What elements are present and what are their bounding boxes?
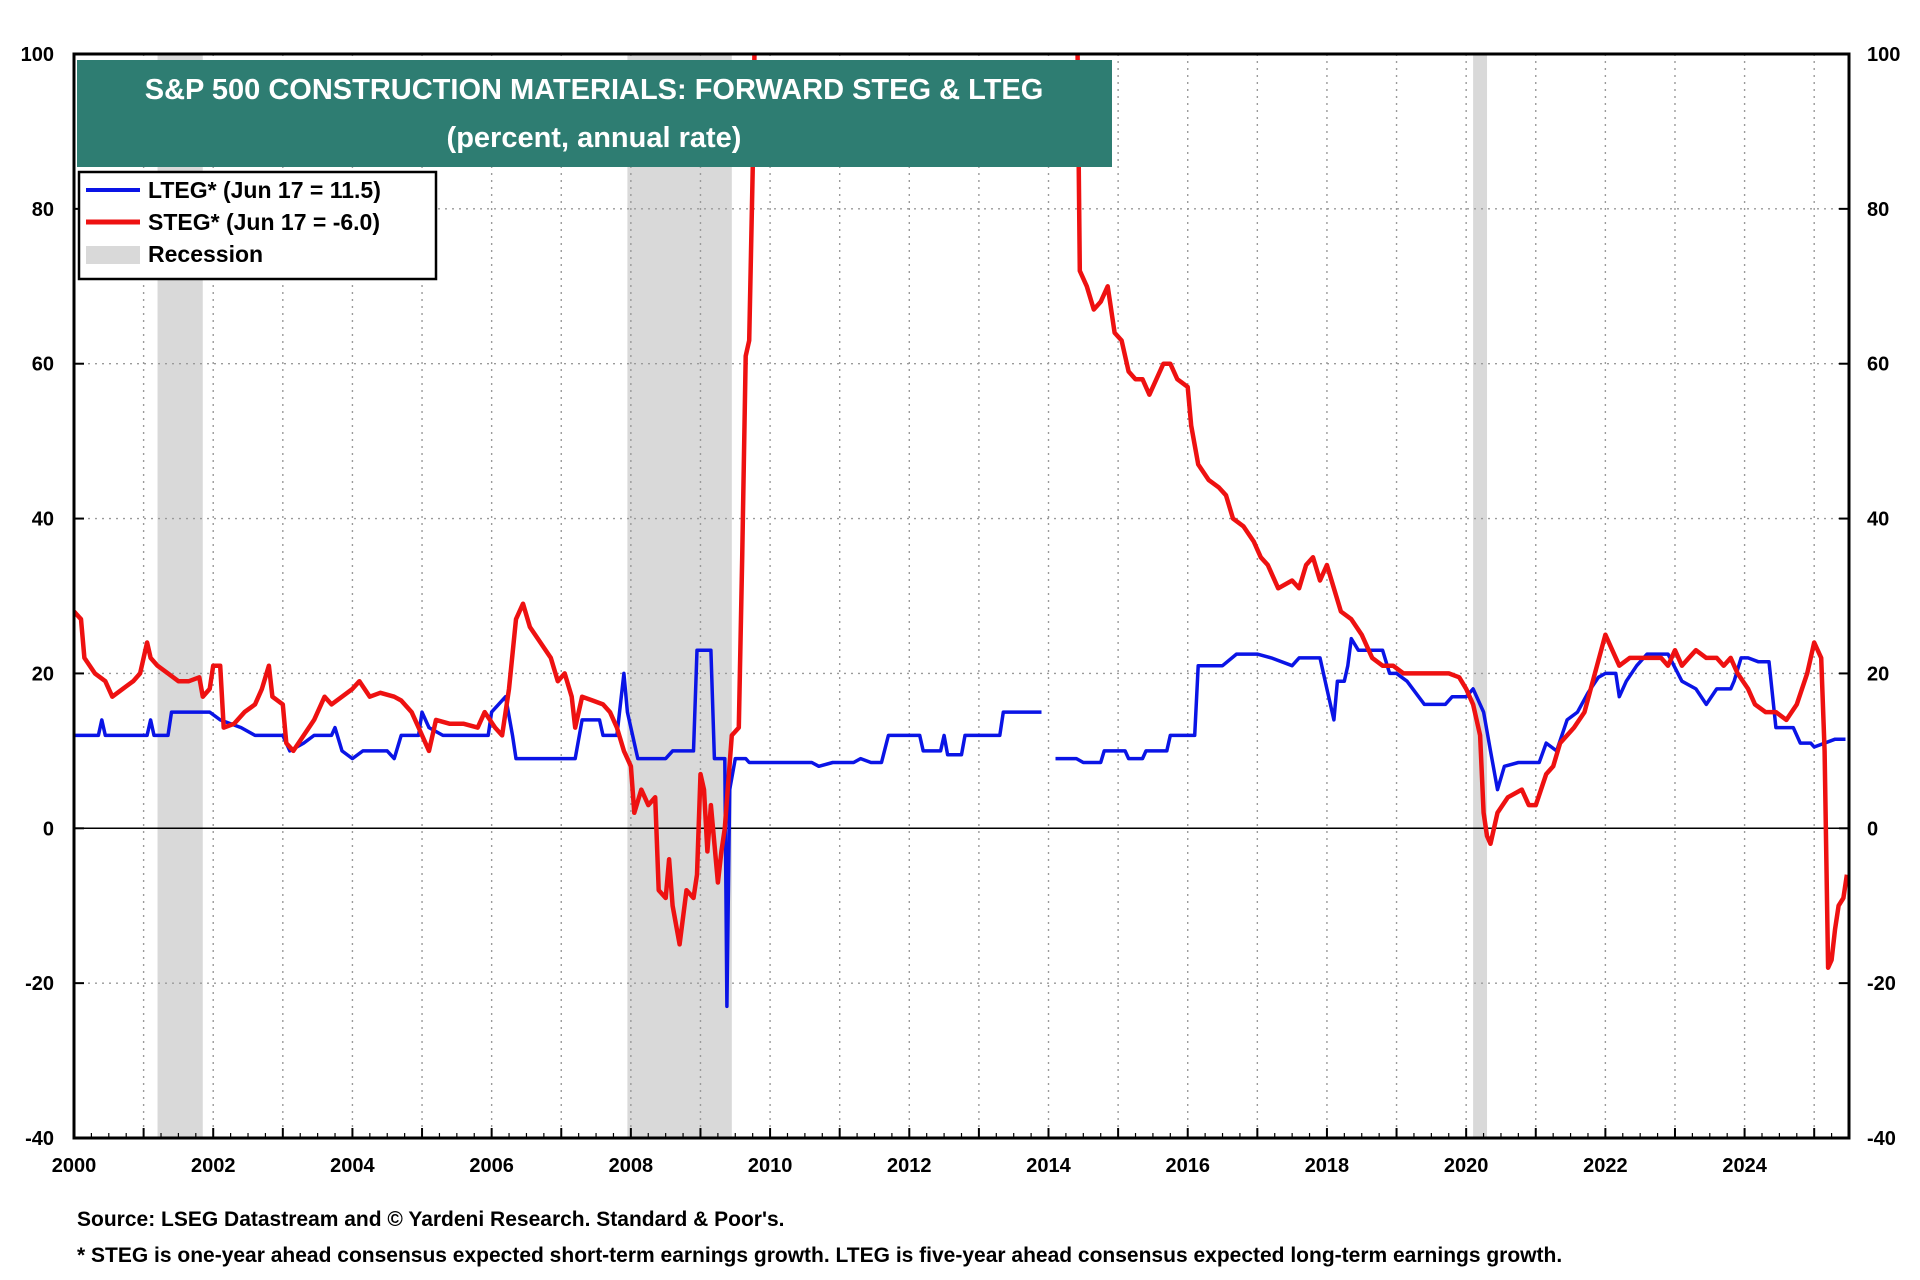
source-note: Source: LSEG Datastream and © Yardeni Re… xyxy=(77,1208,784,1231)
y-tick-label-right: -40 xyxy=(1867,1128,1896,1150)
definition-note: * STEG is one-year ahead consensus expec… xyxy=(77,1244,1562,1267)
y-tick-label-left: 60 xyxy=(32,354,54,376)
y-axis-left: -40 -20 0 20 40 60 80 100 xyxy=(21,44,84,1150)
y-tick-label-left: 80 xyxy=(32,199,54,221)
x-tick-label: 2024 xyxy=(1722,1155,1767,1177)
y-tick-label-left: -40 xyxy=(25,1128,54,1150)
y-tick-label-left: -20 xyxy=(25,973,54,995)
steg-line xyxy=(1075,54,1849,970)
legend-label-steg: STEG* (Jun 17 = -6.0) xyxy=(148,209,380,235)
x-tick-label: 2012 xyxy=(887,1155,932,1177)
x-tick-label: 2016 xyxy=(1165,1155,1210,1177)
x-axis: 2000 2002 2004 2006 2008 2010 2012 2014 2016 2018… xyxy=(52,1128,1850,1177)
x-tick-label: 2018 xyxy=(1305,1155,1350,1177)
chart-title: S&P 500 CONSTRUCTION MATERIALS: FORWARD … xyxy=(145,74,1044,106)
x-tick-label: 2004 xyxy=(330,1155,375,1177)
legend-swatch-recession xyxy=(86,246,140,264)
y-tick-label-right: -20 xyxy=(1867,973,1896,995)
title-background xyxy=(77,60,1112,167)
x-tick-label: 2006 xyxy=(469,1155,514,1177)
y-tick-label-right: 80 xyxy=(1867,199,1889,221)
chart-subtitle: (percent, annual rate) xyxy=(447,122,742,154)
y-tick-label-left: 20 xyxy=(32,663,54,685)
title-block: S&P 500 CONSTRUCTION MATERIALS: FORWARD … xyxy=(77,60,1112,167)
legend-label-recession: Recession xyxy=(148,241,263,267)
y-tick-label-right: 60 xyxy=(1867,354,1889,376)
y-tick-label-left: 0 xyxy=(43,818,54,840)
y-tick-label-right: 0 xyxy=(1867,818,1878,840)
y-tick-label-right: 20 xyxy=(1867,663,1889,685)
x-tick-label: 2002 xyxy=(191,1155,236,1177)
x-tick-label: 2022 xyxy=(1583,1155,1628,1177)
gridlines xyxy=(74,54,1849,1138)
y-tick-label-left: 100 xyxy=(21,44,54,66)
y-tick-label-right: 40 xyxy=(1867,509,1889,531)
y-axis-right: -40 -20 0 20 40 60 80 100 xyxy=(1839,44,1900,1150)
y-tick-label-left: 40 xyxy=(32,509,54,531)
recession-band xyxy=(1473,54,1488,1138)
x-tick-label: 2010 xyxy=(748,1155,793,1177)
lteg-line xyxy=(1055,636,1846,792)
x-tick-label: 2008 xyxy=(609,1155,654,1177)
x-tick-label: 2020 xyxy=(1444,1155,1489,1177)
lteg-line xyxy=(74,648,1042,1009)
series-lines xyxy=(74,54,1849,1009)
steg-line xyxy=(74,54,757,947)
legend-label-lteg: LTEG* (Jun 17 = 11.5) xyxy=(148,177,381,203)
x-tick-label: 2000 xyxy=(52,1155,97,1177)
recession-band xyxy=(627,54,732,1138)
x-tick-label: 2014 xyxy=(1026,1155,1071,1177)
legend: LTEG* (Jun 17 = 11.5) STEG* (Jun 17 = -6… xyxy=(77,170,438,281)
y-tick-label-right: 100 xyxy=(1867,44,1900,66)
